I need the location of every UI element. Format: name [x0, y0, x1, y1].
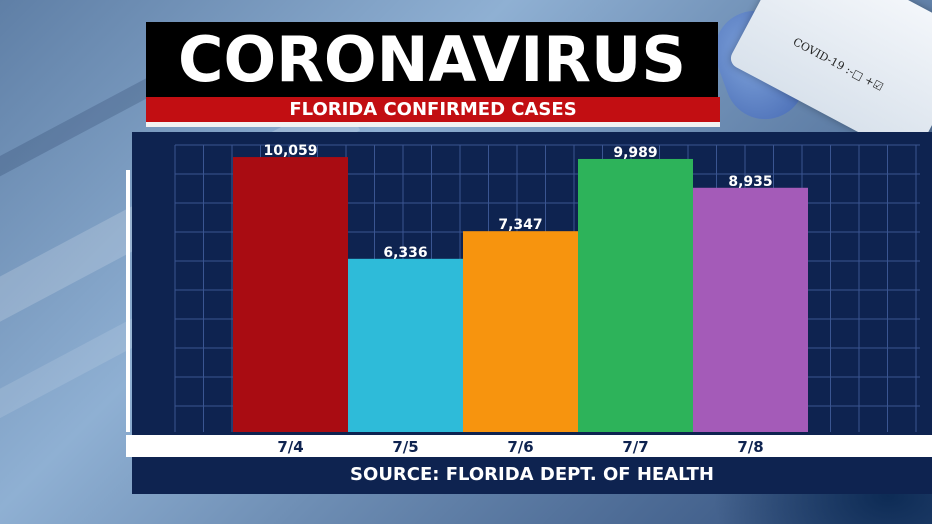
data-label: 8,935: [728, 174, 772, 190]
x-tick-label: 7/8: [737, 438, 763, 456]
x-axis-band: [126, 435, 932, 457]
axis-left-edge: [126, 170, 130, 432]
page-title: CORONAVIRUS: [177, 23, 687, 96]
bar-7-8: [693, 187, 808, 432]
x-tick-label: 7/4: [277, 438, 303, 456]
data-label: 6,336: [383, 245, 427, 261]
x-tick-label: 7/5: [392, 438, 418, 456]
data-label: 7,347: [498, 217, 542, 233]
bar-7-6: [463, 231, 578, 432]
subtitle-underline: [146, 122, 720, 127]
x-tick-label: 7/6: [507, 438, 533, 456]
data-label: 9,989: [613, 145, 657, 161]
bar-7-4: [233, 157, 348, 432]
title-background: [146, 22, 718, 97]
bar-7-7: [578, 158, 693, 432]
data-label: 10,059: [263, 143, 317, 159]
x-tick-label: 7/7: [622, 438, 648, 456]
bar-7-5: [348, 258, 463, 432]
chart-subtitle: FLORIDA CONFIRMED CASES: [289, 99, 577, 120]
source-caption: SOURCE: FLORIDA DEPT. OF HEALTH: [350, 464, 714, 485]
subtitle-background: [146, 97, 720, 122]
